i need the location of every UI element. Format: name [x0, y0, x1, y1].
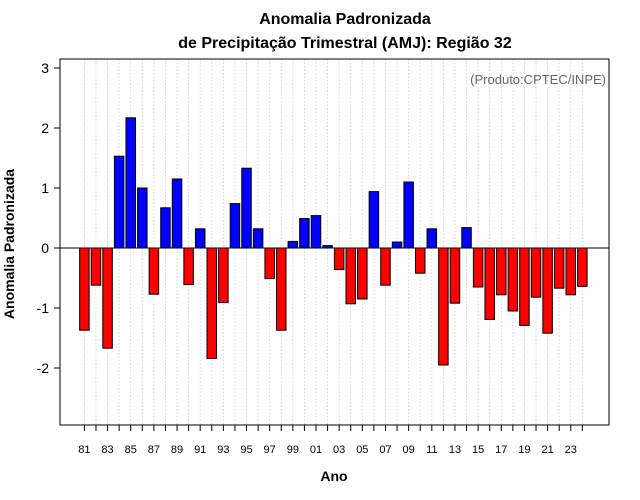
y-tick-label: -1: [37, 300, 50, 316]
x-tick-label: 17: [495, 444, 507, 456]
bar-1999: [287, 240, 299, 249]
bars: [79, 117, 588, 366]
bar-1997: [264, 247, 275, 280]
bar-2022: [553, 247, 565, 289]
x-tick-label: 19: [518, 444, 530, 456]
x-tick-label: 15: [472, 444, 484, 456]
x-axis: 81 83 85 87 89 91 93 95 97 99 01 03 05 07 09 11 13 15 17 19…: [78, 425, 583, 456]
bar-2007: [380, 247, 391, 286]
chart-subtitle: de Precipitação Trimestral (AMJ): Região…: [178, 35, 512, 52]
x-tick-label: 09: [403, 444, 415, 456]
y-tick-label: 1: [41, 180, 49, 196]
bar-1993: [218, 247, 229, 304]
y-tick-label: 2: [41, 120, 49, 136]
bar-2001: [310, 215, 322, 249]
plot-frame: [59, 58, 610, 426]
bar-1983: [102, 247, 113, 349]
bar-2008: [391, 241, 403, 249]
x-tick-label: 05: [356, 444, 368, 456]
bar-1982: [90, 247, 102, 286]
bar-2013: [449, 247, 461, 304]
x-tick-label: 07: [379, 444, 391, 456]
x-tick-label: 01: [310, 444, 322, 456]
bar-1984: [113, 155, 125, 249]
bar-2016: [484, 247, 495, 320]
x-tick-label: 89: [171, 444, 183, 456]
bar-2024: [577, 247, 588, 287]
x-tick-label: 87: [148, 444, 160, 456]
bar-2004: [345, 247, 356, 305]
bar-2005: [357, 247, 368, 300]
bar-2015: [472, 247, 484, 288]
x-tick-label: 11: [426, 444, 437, 456]
y-tick-label: 3: [41, 60, 49, 76]
bar-1987: [148, 247, 160, 295]
bar-1988: [160, 207, 171, 249]
x-tick-label: 85: [125, 444, 137, 456]
bar-2012: [438, 247, 449, 366]
x-axis-title: Ano: [320, 468, 347, 484]
bar-2020: [530, 247, 542, 298]
x-tick-label: 23: [565, 444, 577, 456]
bar-2018: [507, 247, 519, 312]
x-tick-label: 99: [287, 444, 299, 456]
bar-1981: [79, 247, 90, 331]
bar-2019: [519, 247, 530, 326]
bar-1986: [137, 187, 148, 249]
x-tick-label: 03: [333, 444, 345, 456]
x-tick-label: 13: [449, 444, 461, 456]
bar-2000: [299, 218, 310, 249]
bar-2014: [461, 227, 472, 249]
bar-2021: [542, 247, 553, 334]
x-tick-label: 97: [264, 444, 276, 456]
bar-1998: [276, 247, 287, 331]
bar-1989: [171, 178, 183, 249]
gridlines: [84, 59, 583, 425]
bar-2003: [333, 247, 345, 271]
chart-title: Anomalia Padronizada: [259, 11, 431, 28]
y-tick-label: -2: [37, 360, 50, 376]
y-tick-label: 0: [41, 240, 49, 256]
bar-1994: [229, 203, 241, 249]
bar-2009: [403, 181, 414, 249]
x-tick-label: 21: [541, 444, 553, 456]
credit-label: (Produto:CPTEC/INPE): [470, 72, 606, 87]
bar-1996: [252, 228, 264, 249]
bar-1992: [206, 247, 218, 359]
bar-2011: [426, 228, 438, 249]
bar-1990: [183, 247, 194, 286]
x-tick-label: 93: [217, 444, 229, 456]
x-tick-label: 91: [194, 444, 206, 456]
y-axis: -2 -1 0 1 2 3: [37, 60, 60, 376]
bar-1991: [194, 228, 206, 249]
bar-2023: [565, 247, 577, 296]
bar-1995: [241, 167, 252, 249]
x-tick-label: 83: [101, 444, 113, 456]
x-tick-label: 81: [78, 444, 90, 456]
bar-2006: [368, 191, 380, 249]
bar-2010: [414, 247, 426, 274]
bar-2017: [496, 247, 507, 296]
bar-1985: [125, 117, 136, 249]
x-tick-label: 95: [240, 444, 252, 456]
y-axis-title: Anomalia Padronizada: [1, 169, 17, 319]
